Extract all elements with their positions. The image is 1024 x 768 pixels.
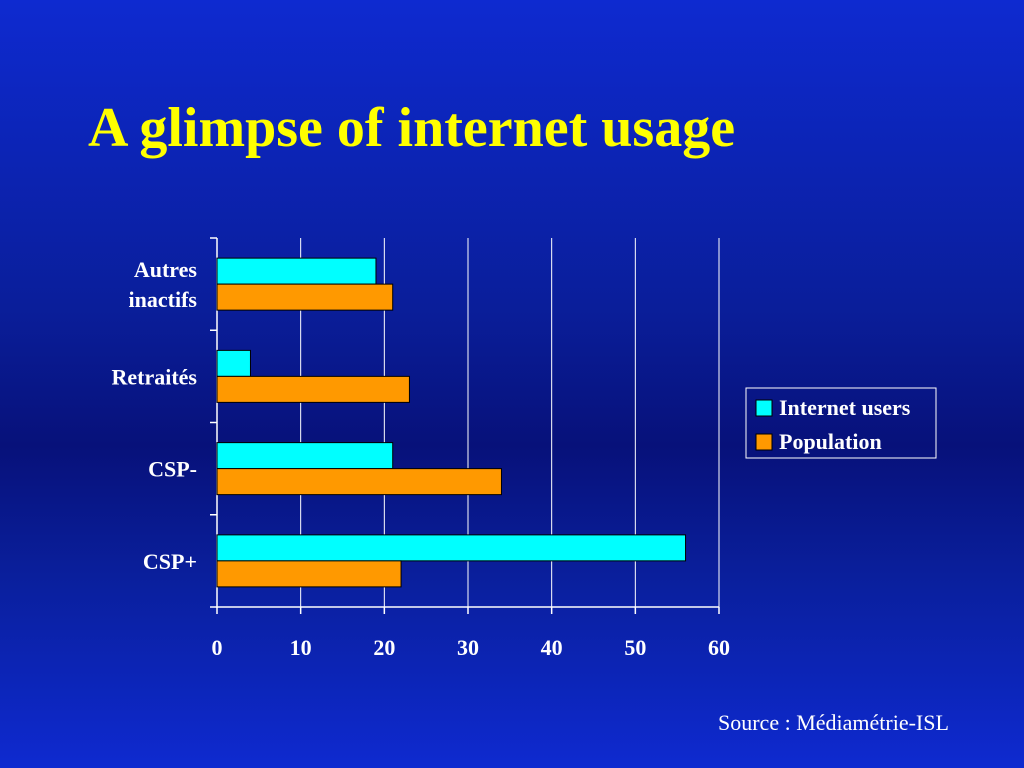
bar-internet-users bbox=[216, 257, 377, 285]
x-tick-label: 60 bbox=[708, 635, 730, 660]
legend-swatch bbox=[755, 399, 773, 417]
category-label: CSP+ bbox=[143, 549, 197, 574]
bar-population bbox=[216, 468, 502, 496]
category-label: inactifs bbox=[129, 287, 198, 312]
legend-label: Population bbox=[779, 429, 882, 454]
bar-population bbox=[216, 560, 402, 588]
bar-internet-users bbox=[216, 534, 687, 562]
category-label: Autres bbox=[134, 257, 198, 282]
bar-population bbox=[216, 283, 394, 311]
x-tick-label: 50 bbox=[624, 635, 646, 660]
x-tick-label: 20 bbox=[373, 635, 395, 660]
bar-internet-users bbox=[216, 442, 394, 470]
legend bbox=[745, 387, 937, 459]
slide-title: A glimpse of internet usage bbox=[88, 97, 736, 159]
legend-label: Internet users bbox=[779, 395, 911, 420]
bar-population bbox=[216, 375, 410, 403]
x-tick-label: 40 bbox=[541, 635, 563, 660]
legend-swatch bbox=[755, 433, 773, 451]
x-tick-label: 10 bbox=[290, 635, 312, 660]
source-note: Source : Médiamétrie-ISL bbox=[718, 710, 949, 735]
x-tick-label: 30 bbox=[457, 635, 479, 660]
bar-internet-users bbox=[216, 349, 251, 377]
x-tick-label: 0 bbox=[212, 635, 223, 660]
category-label: Retraités bbox=[111, 364, 197, 389]
category-label: CSP- bbox=[148, 457, 197, 482]
